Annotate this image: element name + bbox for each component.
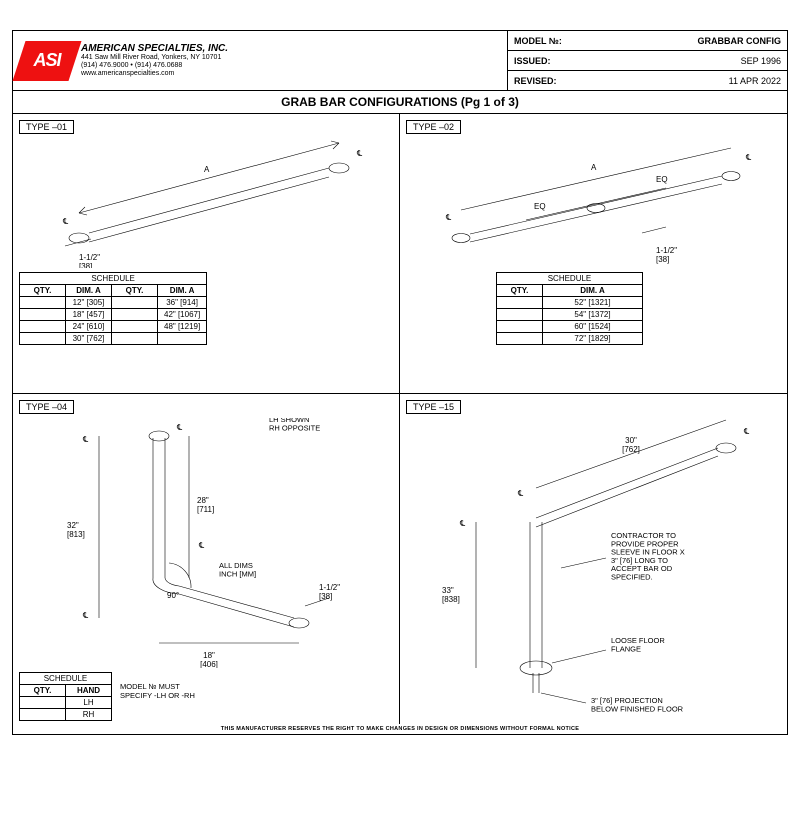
- header-left: ASI AMERICAN SPECIALTIES, INC. 441 Saw M…: [13, 31, 507, 90]
- svg-text:EQ: EQ: [656, 175, 668, 184]
- company-logo: ASI: [19, 41, 75, 81]
- drawing-grid: TYPE –01 A ℄ ℄ 1-1/2"[: [13, 114, 787, 724]
- cell-type-01: TYPE –01 A ℄ ℄ 1-1/2"[: [13, 114, 400, 394]
- svg-text:LH SHOWNRH OPPOSITE: LH SHOWNRH OPPOSITE: [269, 418, 320, 432]
- svg-text:CONTRACTOR TOPROVIDE PROPERSLE: CONTRACTOR TOPROVIDE PROPERSLEEVE IN FLO…: [611, 531, 685, 581]
- type-01-diagram: A ℄ ℄ 1-1/2"[38]: [19, 138, 379, 268]
- company-block: AMERICAN SPECIALTIES, INC. 441 Saw Mill …: [81, 43, 228, 79]
- svg-text:ALL DIMSINCH [MM]: ALL DIMSINCH [MM]: [219, 561, 256, 578]
- svg-text:3" [76] PROJECTIONBELOW FINISH: 3" [76] PROJECTIONBELOW FINISHED FLOOR: [591, 696, 684, 713]
- revised-value: 11 APR 2022: [729, 76, 781, 86]
- type-02-label: TYPE –02: [406, 120, 461, 134]
- footer-note: THIS MANUFACTURER RESERVES THE RIGHT TO …: [13, 724, 787, 734]
- svg-text:℄: ℄: [459, 519, 466, 528]
- svg-text:℄: ℄: [198, 541, 205, 550]
- svg-text:LOOSE FLOORFLANGE: LOOSE FLOORFLANGE: [611, 636, 665, 653]
- svg-text:℄: ℄: [743, 427, 750, 436]
- svg-text:28"[711]: 28"[711]: [197, 496, 214, 514]
- header-right: MODEL №: GRABBAR CONFIG ISSUED: SEP 1996 R…: [507, 31, 787, 90]
- model-label: MODEL №:: [514, 36, 562, 46]
- company-addr3: www.americanspecialties.com: [81, 70, 228, 78]
- svg-text:℄: ℄: [82, 611, 89, 620]
- type-04-model-note: MODEL № MUST SPECIFY -LH OR -RH: [120, 668, 195, 700]
- svg-text:℄: ℄: [745, 153, 752, 162]
- type-15-diagram: 30"[762] 33"[838] ℄ ℄ ℄ CONTRACTOR TOPRO…: [406, 418, 776, 718]
- svg-text:℄: ℄: [356, 149, 363, 158]
- page-title: GRAB BAR CONFIGURATIONS (Pg 1 of 3): [13, 91, 787, 114]
- svg-text:EQ: EQ: [534, 202, 546, 211]
- type-04-label: TYPE –04: [19, 400, 74, 414]
- type-15-label: TYPE –15: [406, 400, 461, 414]
- svg-text:1-1/2"[38]: 1-1/2"[38]: [656, 246, 677, 264]
- svg-text:18"[406]: 18"[406]: [200, 651, 218, 668]
- model-value: GRABBAR CONFIG: [698, 36, 782, 46]
- svg-text:90°: 90°: [167, 591, 179, 600]
- svg-text:32"[813]: 32"[813]: [67, 521, 85, 539]
- svg-text:A: A: [204, 165, 210, 174]
- type-01-label: TYPE –01: [19, 120, 74, 134]
- svg-text:1-1/2"[38]: 1-1/2"[38]: [319, 583, 340, 601]
- cell-type-15: TYPE –15: [400, 394, 787, 724]
- cell-type-04: TYPE –04: [13, 394, 400, 724]
- company-addr1: 441 Saw Mill River Road, Yonkers, NY 107…: [81, 54, 228, 62]
- type-04-schedule: SCHEDULE QTY.HAND LH RH: [19, 672, 112, 721]
- svg-text:℄: ℄: [517, 489, 524, 498]
- issued-value: SEP 1996: [741, 56, 781, 66]
- type-02-diagram: A EQ EQ ℄ ℄ 1-1/2"[38]: [406, 138, 766, 268]
- svg-text:℄: ℄: [176, 423, 183, 432]
- svg-text:℄: ℄: [445, 213, 452, 222]
- company-name: AMERICAN SPECIALTIES, INC.: [81, 43, 228, 55]
- svg-text:33"[838]: 33"[838]: [442, 586, 460, 604]
- issued-label: ISSUED:: [514, 56, 551, 66]
- svg-text:℄: ℄: [62, 217, 69, 226]
- type-02-schedule: SCHEDULE QTY.DIM. A 52" [1321] 54" [1372…: [496, 272, 643, 345]
- svg-text:1-1/2"[38]: 1-1/2"[38]: [79, 253, 100, 268]
- type-01-schedule: SCHEDULE QTY.DIM. AQTY.DIM. A 12" [305]3…: [19, 272, 207, 345]
- svg-text:30"[762]: 30"[762]: [622, 436, 640, 454]
- company-addr2: (914) 476.9000 • (914) 476.0688: [81, 62, 228, 70]
- cell-type-02: TYPE –02 A EQ EQ ℄ ℄ 1-1/2"[38]: [400, 114, 787, 394]
- drawing-sheet: ASI AMERICAN SPECIALTIES, INC. 441 Saw M…: [12, 30, 788, 735]
- type-04-diagram: 32"[813] 28"[711] 18"[406] 1-1/2"[38] 90…: [19, 418, 379, 668]
- header: ASI AMERICAN SPECIALTIES, INC. 441 Saw M…: [13, 31, 787, 91]
- svg-text:A: A: [591, 163, 597, 172]
- revised-label: REVISED:: [514, 76, 557, 86]
- svg-text:℄: ℄: [82, 435, 89, 444]
